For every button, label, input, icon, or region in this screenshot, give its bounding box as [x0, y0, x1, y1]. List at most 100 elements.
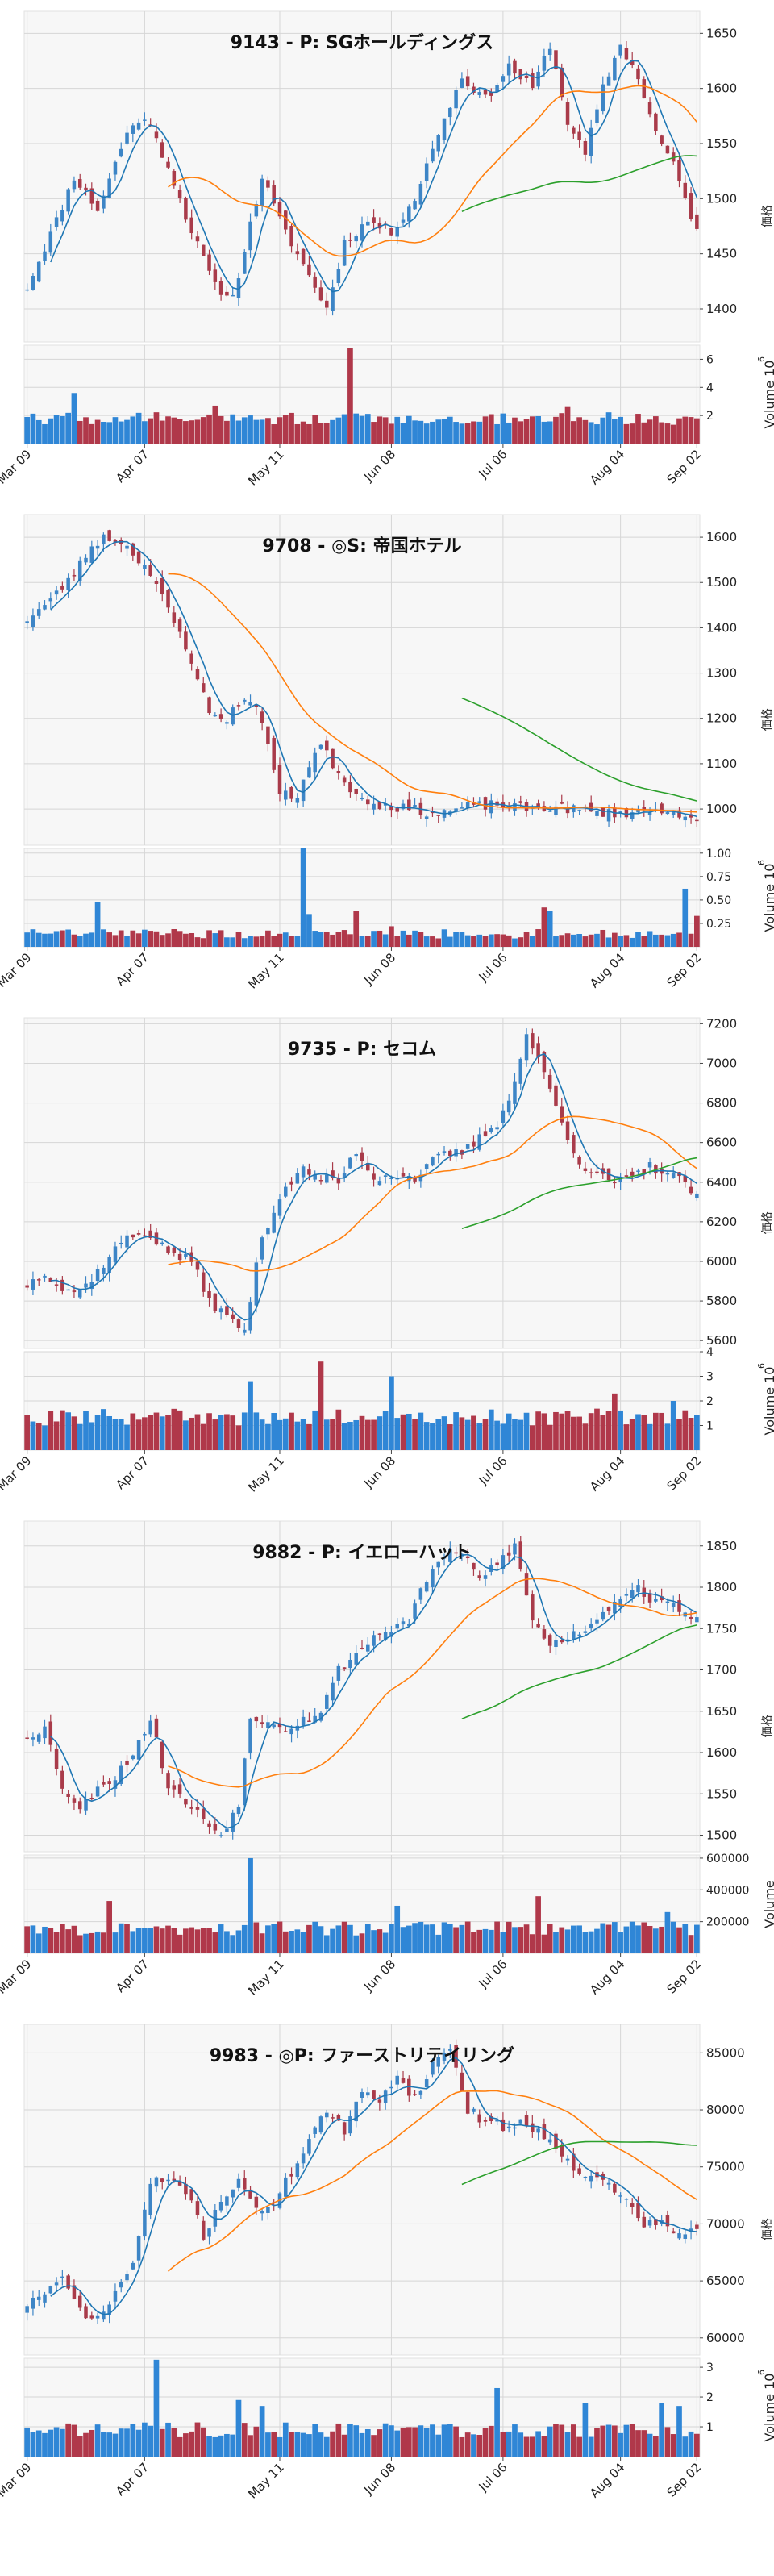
x-tick-label: Mar 09: [0, 1957, 34, 1997]
candle-body: [148, 565, 152, 576]
candle-body: [189, 653, 194, 664]
candle-body: [383, 1175, 388, 1177]
volume-bar: [42, 423, 48, 444]
candle-body: [372, 217, 376, 223]
volume-axis-label: Volume 10: [762, 1367, 774, 1436]
volume-bar: [494, 1921, 500, 1953]
x-tick-label: May 11: [245, 447, 287, 489]
volume-bar: [659, 934, 664, 947]
volume-bar: [570, 2424, 576, 2457]
vol-tick-label: 4: [706, 381, 714, 394]
volume-bar: [282, 1418, 289, 1450]
candle-body: [25, 1737, 29, 1739]
volume-bar: [35, 2430, 42, 2457]
volume-bar: [71, 2424, 77, 2457]
candle-body: [301, 2153, 306, 2164]
vol-tick-label: 1: [706, 1420, 714, 1433]
volume-bar: [335, 1925, 342, 1953]
volume-bar: [594, 1928, 600, 1953]
volume-bar: [277, 417, 283, 444]
volume-bar: [453, 932, 459, 947]
candle-body: [536, 71, 540, 87]
volume-bar: [682, 1924, 689, 1953]
volume-bar: [294, 423, 301, 444]
candle-body: [284, 790, 288, 800]
candle-body: [454, 808, 458, 811]
candle-body: [583, 1631, 588, 1633]
candle-body: [289, 2174, 293, 2177]
volume-bar: [194, 937, 201, 947]
volume-bar: [330, 1419, 335, 1450]
candle-body: [518, 2119, 523, 2124]
volume-bar: [112, 417, 119, 444]
volume-bar: [688, 1417, 694, 1450]
volume-bar: [241, 938, 248, 947]
volume-bar: [300, 421, 306, 444]
candle-body: [695, 2224, 699, 2229]
candle-body: [207, 1823, 211, 1827]
candle-body: [260, 1237, 264, 1260]
candle-body: [289, 786, 293, 799]
candle-body: [266, 726, 270, 744]
ma5-line: [50, 60, 698, 293]
candle-body: [154, 1718, 159, 1738]
candle-body: [513, 2127, 517, 2129]
candle-body: [689, 814, 693, 818]
candle-body: [401, 219, 406, 223]
candle-body: [636, 1170, 640, 1172]
candle-body: [248, 2189, 252, 2199]
candle-body: [43, 605, 47, 610]
candle-body: [547, 48, 552, 56]
y-tick-label: 1100: [706, 757, 737, 771]
volume-bar: [664, 1423, 671, 1450]
candle-body: [424, 163, 429, 181]
volume-bar: [253, 2426, 260, 2457]
volume-bar: [35, 1933, 42, 1953]
volume-bar: [265, 1423, 271, 1450]
y-tick-label: 6800: [706, 1096, 737, 1111]
candle-body: [331, 1682, 335, 1701]
candle-body: [472, 86, 476, 93]
volume-bar: [430, 1924, 435, 1953]
candle-body: [43, 2294, 47, 2303]
volume-bar: [430, 936, 435, 947]
volume-bar: [435, 2434, 442, 2457]
volume-bar: [189, 2431, 195, 2457]
x-tick-label: Aug 04: [587, 1957, 627, 1997]
volume-bar: [142, 929, 148, 947]
candle-body: [348, 782, 352, 793]
y-tick-label: 60000: [706, 2331, 745, 2345]
volume-bar: [341, 414, 347, 444]
candle-body: [624, 2199, 629, 2200]
volume-bar: [447, 1424, 453, 1450]
volume-bar: [382, 934, 389, 947]
volume-bar: [323, 423, 330, 444]
volume-bar: [77, 1935, 83, 1953]
candle-body: [565, 808, 570, 814]
candle-body: [424, 2079, 429, 2087]
candle-body: [143, 565, 147, 569]
candle-body: [448, 107, 452, 118]
candle-body: [613, 57, 617, 81]
volume-bar: [282, 2422, 289, 2457]
candle-body: [454, 90, 458, 109]
candle-body: [683, 182, 688, 198]
volume-bar: [101, 2432, 106, 2457]
volume-bar: [335, 417, 342, 444]
volume-bar: [200, 1928, 206, 1953]
candle-body: [325, 2112, 329, 2118]
candle-body: [148, 2183, 152, 2215]
volume-bar: [289, 936, 294, 947]
candle-body: [601, 84, 605, 112]
volume-bar: [547, 1924, 553, 1953]
candle-body: [536, 803, 540, 808]
chart-title: 9143 - P: SGホールディングス: [231, 32, 494, 53]
candle-body: [295, 2163, 300, 2178]
candle-body: [72, 574, 77, 577]
volume-bar: [500, 2432, 506, 2457]
volume-bar: [611, 932, 618, 947]
candle-body: [254, 1716, 259, 1722]
volume-bar: [400, 1414, 406, 1450]
volume-bar: [688, 417, 694, 444]
volume-bar: [430, 421, 435, 444]
